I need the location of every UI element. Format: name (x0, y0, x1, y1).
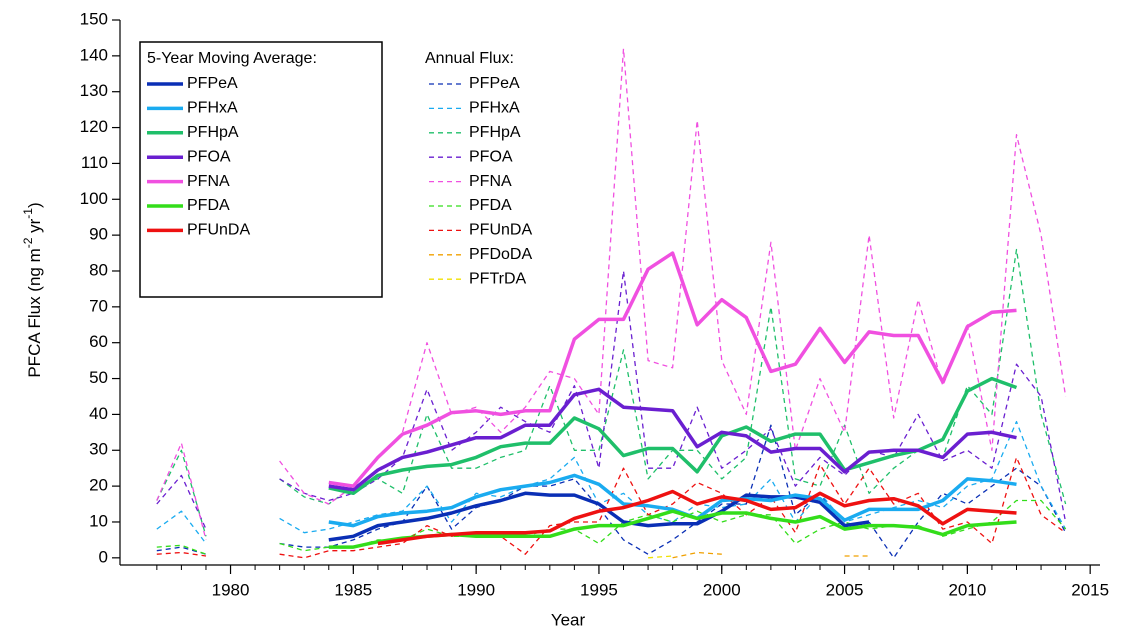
y-tick-label: 100 (80, 189, 108, 208)
x-tick-label: 1995 (580, 580, 618, 599)
series-line (328, 387, 1017, 492)
x-axis-label: Year (551, 610, 586, 629)
y-tick-label: 120 (80, 117, 108, 136)
series-line (156, 48, 1067, 541)
legend-label: PFDA (187, 197, 230, 214)
legend-box (139, 41, 383, 298)
y-axis-label: PFCA Flux (ng m-2 yr-1) (21, 202, 44, 377)
y-label-sup: -1 (21, 208, 35, 219)
legend-label: PFNA (469, 173, 512, 190)
x-tick-label: 1985 (334, 580, 372, 599)
series-line (156, 270, 1067, 530)
series-line (328, 473, 1017, 528)
plot-area: 0 10 20 30 40 50 60 70 80 90 100 110 120 130 140 150 198… (80, 9, 1109, 599)
x-tick-label: 2005 (826, 580, 864, 599)
x-tick-label: 1980 (212, 580, 250, 599)
x-tick-label: 2015 (1071, 580, 1109, 599)
y-tick-label: 60 (89, 332, 108, 351)
y-tick-label: 110 (81, 153, 108, 172)
y-tick-label: 140 (80, 45, 108, 64)
y-tick-label: 150 (80, 9, 108, 28)
series-line (672, 551, 870, 559)
series-line (328, 491, 870, 542)
legend: 5-Year Moving Average: Annual Flux: PFPeA P… (139, 41, 532, 298)
series-line (328, 251, 1017, 488)
y-tick-label: 130 (80, 81, 108, 100)
legend-title: 5-Year Moving Average: (147, 50, 317, 67)
x-tick-label: 2000 (703, 580, 741, 599)
y-label-sup: -2 (21, 237, 35, 248)
legend-label: PFOA (187, 148, 231, 165)
y-tick-label: 30 (89, 440, 108, 459)
series-line (377, 489, 1017, 546)
legend-label: PFDoDA (469, 246, 532, 263)
legend-label: PFHxA (469, 100, 520, 117)
y-tick-label: 90 (89, 225, 108, 244)
legend-label: PFHpA (469, 124, 521, 141)
legend-label: PFUnDA (469, 222, 532, 239)
legend-label: PFHpA (187, 124, 239, 141)
legend-label: PFOA (469, 148, 513, 165)
series-line (328, 376, 1018, 496)
x-tick-label: 2010 (948, 580, 986, 599)
y-tick-label: 20 (89, 476, 108, 495)
legend-label: PFPeA (187, 75, 238, 92)
series-line (156, 420, 1067, 544)
legend-label: PFTrDA (469, 270, 527, 287)
y-tick-label: 50 (89, 368, 108, 387)
y-tick-label: 80 (89, 260, 108, 279)
legend-label: PFDA (469, 197, 512, 214)
series-line (648, 555, 673, 559)
y-tick-label: 40 (89, 404, 108, 423)
y-label-part: ) (25, 202, 44, 208)
series-line (156, 456, 1066, 559)
y-label-part: PFCA Flux (ng m (25, 248, 44, 377)
y-tick-label: 10 (89, 511, 108, 530)
y-tick-label: 70 (89, 296, 108, 315)
legend-title: Annual Flux: (425, 50, 514, 67)
y-tick-label: 0 (99, 547, 108, 566)
legend-label: PFHxA (187, 100, 238, 117)
legend-label: PFPeA (469, 75, 520, 92)
legend-label: PFNA (187, 173, 230, 190)
legend-label: PFUnDA (187, 222, 250, 239)
x-tick-label: 1990 (457, 580, 495, 599)
y-label-part: yr (25, 218, 44, 237)
